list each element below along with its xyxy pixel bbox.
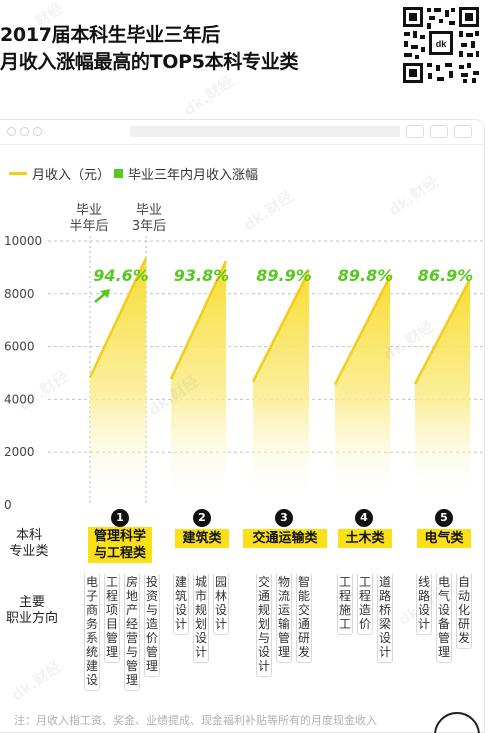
career-direction: 工程项目管理 <box>104 574 120 663</box>
major-category-row-label: 本科 专业类 <box>4 528 54 560</box>
title-line-1: 2017届本科生毕业三年后 <box>0 24 220 46</box>
window-refresh-icon <box>454 125 472 138</box>
growth-label: 93.8% <box>174 266 230 285</box>
career-direction: 园林设计 <box>213 574 229 635</box>
y-tick-label: 6000 <box>4 340 35 354</box>
legend-line-swatch <box>9 171 27 175</box>
career-direction: 交通规划与设计 <box>256 574 272 677</box>
window-toolbar <box>0 120 484 145</box>
rank-badge-1: 1 <box>111 509 129 527</box>
legend-growth-label: 毕业三年内月收入涨幅 <box>128 167 259 183</box>
income-area <box>171 261 226 505</box>
growth-label: 89.9% <box>256 266 312 285</box>
y-tick-label: 0 <box>4 498 12 512</box>
income-line <box>333 275 392 386</box>
career-direction: 智能交通研发 <box>296 574 312 663</box>
qr-code-graphic: dk <box>401 5 481 85</box>
career-direction: 房地产经营与管理 <box>124 574 140 691</box>
three-year-annotation: 毕业 3年后 <box>124 203 174 235</box>
career-direction: 线路设计 <box>416 574 432 635</box>
qr-code[interactable]: dk <box>401 5 481 85</box>
address-bar <box>130 126 400 137</box>
income-area <box>253 270 309 505</box>
career-direction: 工程施工 <box>337 574 353 635</box>
income-area <box>415 279 470 505</box>
growth-arrow-head-icon <box>100 289 110 298</box>
career-direction: 自动化研发 <box>456 574 472 649</box>
career-direction: 电气设备管理 <box>436 574 452 663</box>
income-line <box>251 270 311 383</box>
growth-label: 89.8% <box>338 266 394 285</box>
legend-growth: 毕业三年内月收入涨幅 <box>114 165 259 183</box>
major-1-name-line2: 与工程类 <box>93 546 146 561</box>
career-direction: 道路桥梁设计 <box>377 574 393 663</box>
y-tick-label: 10000 <box>4 234 42 248</box>
career-direction: 建筑设计 <box>173 574 189 635</box>
rank-badge-4: 4 <box>355 509 373 527</box>
svg-text:dk: dk <box>436 39 447 49</box>
row2-label-line2: 职业方向 <box>5 611 58 626</box>
growth-label: 86.9% <box>418 266 474 285</box>
three-year-line2: 3年后 <box>131 219 167 234</box>
career-direction: 工程造价 <box>357 574 373 635</box>
chart-window-frame <box>0 119 485 733</box>
legend-square-swatch <box>114 168 123 178</box>
career-direction: 城市规划设计 <box>193 574 209 663</box>
income-line <box>413 278 472 385</box>
window-dot-icon <box>7 127 16 136</box>
major-category-5: 电气类 <box>417 529 471 548</box>
half-year-line1: 毕业 <box>75 203 102 218</box>
rank-badge-3: 3 <box>275 509 293 527</box>
window-dot-icon <box>33 127 42 136</box>
page-title: 2017届本科生毕业三年后月收入涨幅最高的TOP5本科专业类 <box>0 22 298 76</box>
y-tick-label: 8000 <box>4 287 35 301</box>
window-lock-icon <box>430 125 448 138</box>
income-area <box>90 258 146 505</box>
half-year-line2: 半年后 <box>69 219 109 234</box>
career-direction: 投资与造价管理 <box>144 574 160 677</box>
income-line <box>88 257 148 379</box>
legend-income-label: 月收入（元） <box>32 167 111 183</box>
title-line-2: 月收入涨幅最高的TOP5本科专业类 <box>0 51 299 73</box>
three-year-line1: 毕业 <box>135 203 162 218</box>
window-dot-icon <box>20 127 29 136</box>
income-line <box>169 260 228 380</box>
rank-badge-2: 2 <box>193 509 211 527</box>
career-direction: 物流运输管理 <box>276 574 292 663</box>
growth-label: 94.6% <box>93 266 149 285</box>
half-year-annotation: 毕业 半年后 <box>64 203 114 235</box>
income-area <box>335 276 390 505</box>
major-category-3: 交通运输类 <box>243 529 327 548</box>
y-tick-label: 4000 <box>4 392 35 406</box>
window-record-icon <box>406 125 424 138</box>
career-direction-row-label: 主要 职业方向 <box>4 595 60 627</box>
legend-income: 月收入（元） <box>9 165 111 183</box>
major-category-2: 建筑类 <box>175 529 229 548</box>
major-category-4: 土木类 <box>338 529 392 548</box>
row1-label-line2: 专业类 <box>9 544 49 559</box>
footnote: 注：月收入指工资、奖金、业绩提成、现金福利补贴等所有的月度现金收入 <box>14 714 377 727</box>
major-category-1: 管理科学 与工程类 <box>88 527 152 563</box>
y-tick-label: 2000 <box>4 445 35 459</box>
row2-label-line1: 主要 <box>18 595 45 610</box>
career-direction: 电子商务系统建设 <box>84 574 100 691</box>
row1-label-line1: 本科 <box>15 528 42 543</box>
major-1-name-line1: 管理科学 <box>93 529 146 544</box>
rank-badge-5: 5 <box>435 509 453 527</box>
